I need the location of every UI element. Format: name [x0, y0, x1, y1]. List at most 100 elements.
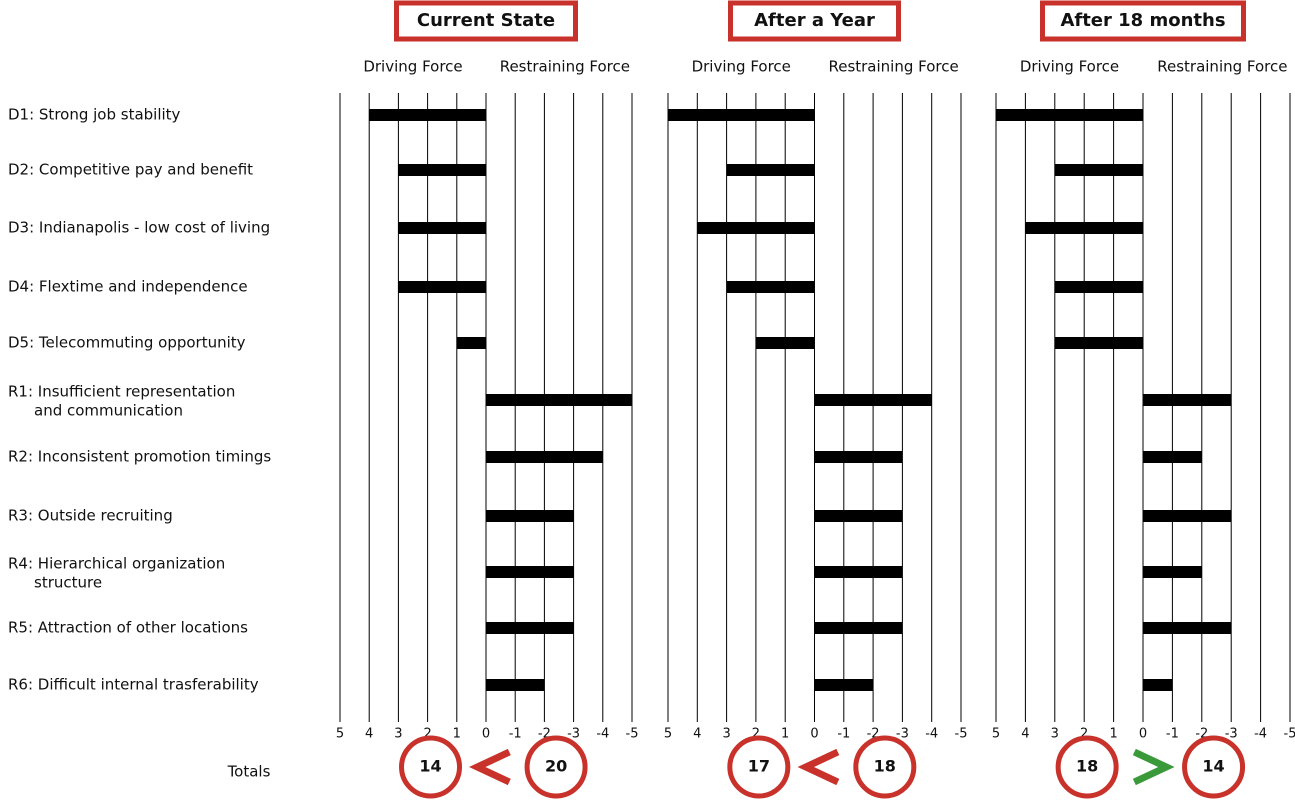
bar: [1143, 679, 1173, 691]
bar: [456, 337, 486, 349]
bar: [1143, 566, 1202, 578]
bar: [697, 222, 815, 234]
x-tick-label: -3: [567, 727, 580, 742]
x-tick-label: -5: [626, 727, 639, 742]
x-tick-label: -1: [509, 727, 522, 742]
total-value: 14: [419, 757, 441, 776]
x-tick-label: -5: [955, 727, 968, 742]
comparison-sign: [469, 748, 511, 786]
bar: [755, 337, 815, 349]
total-value: 18: [1076, 757, 1098, 776]
bar: [486, 451, 603, 463]
bar: [1143, 394, 1232, 406]
x-tick-label: -3: [1225, 727, 1238, 742]
title-box: [394, 0, 578, 42]
restraining-label: Restraining Force: [828, 58, 958, 76]
x-tick-label: 0: [1139, 727, 1147, 742]
x-tick-label: 5: [336, 727, 344, 742]
bar: [996, 109, 1143, 121]
driving-label: Driving Force: [692, 58, 791, 76]
bar: [1054, 164, 1143, 176]
category-label: R1: Insufficient representation: [8, 383, 235, 401]
category-label: D2: Competitive pay and benefit: [8, 161, 253, 179]
bar: [1143, 622, 1232, 634]
title-box: [1040, 0, 1246, 42]
bar: [486, 566, 574, 578]
panel-title: After a Year: [754, 10, 875, 31]
x-tick-label: 2: [752, 727, 760, 742]
x-tick-label: 1: [781, 727, 789, 742]
bar: [814, 394, 932, 406]
x-tick-label: -5: [1284, 727, 1295, 742]
bar: [486, 679, 545, 691]
x-tick-label: 4: [365, 727, 373, 742]
restraining-label: Restraining Force: [500, 58, 630, 76]
bar: [814, 451, 903, 463]
x-tick-label: -4: [596, 727, 609, 742]
panel-title: After 18 months: [1060, 10, 1225, 31]
category-label: D4: Flextime and independence: [8, 278, 248, 296]
bar: [369, 109, 486, 121]
comparison-sign: [797, 748, 840, 786]
bar: [726, 164, 815, 176]
bar: [1054, 337, 1143, 349]
x-tick-label: -3: [896, 727, 909, 742]
category-label: D3: Indianapolis - low cost of living: [8, 219, 270, 237]
category-label: R4: Hierarchical organization: [8, 555, 225, 573]
x-tick-label: 2: [423, 727, 431, 742]
total-circle: [524, 735, 588, 799]
category-label: R5: Attraction of other locations: [8, 619, 248, 637]
category-label: structure: [34, 574, 102, 592]
bar: [398, 222, 486, 234]
bar: [814, 679, 874, 691]
category-label: and communication: [34, 402, 183, 420]
bar: [1143, 451, 1202, 463]
bar: [486, 622, 574, 634]
driving-label: Driving Force: [363, 58, 462, 76]
x-tick-label: 3: [722, 727, 730, 742]
category-label: R6: Difficult internal trasferability: [8, 676, 259, 694]
x-tick-label: -1: [1166, 727, 1179, 742]
x-tick-label: -4: [1254, 727, 1267, 742]
category-label: D1: Strong job stability: [8, 106, 181, 124]
x-tick-label: 0: [810, 727, 818, 742]
x-tick-label: 3: [1051, 727, 1059, 742]
x-tick-label: -4: [925, 727, 938, 742]
x-tick-label: 1: [1109, 727, 1117, 742]
total-value: 18: [874, 757, 896, 776]
bar: [726, 281, 815, 293]
x-tick-label: 3: [394, 727, 402, 742]
total-value: 14: [1202, 757, 1224, 776]
bar: [1054, 281, 1143, 293]
total-value: 17: [748, 757, 770, 776]
x-tick-label: 5: [992, 727, 1000, 742]
total-circle: [727, 735, 791, 799]
category-label: D5: Telecommuting opportunity: [8, 334, 246, 352]
bar: [668, 109, 815, 121]
bar: [814, 510, 903, 522]
total-circle: [399, 735, 463, 799]
bar: [1025, 222, 1143, 234]
driving-label: Driving Force: [1020, 58, 1119, 76]
x-tick-label: -1: [837, 727, 850, 742]
total-circle: [853, 735, 917, 799]
bar: [398, 164, 486, 176]
total-value: 20: [545, 757, 567, 776]
restraining-label: Restraining Force: [1157, 58, 1287, 76]
total-circle: [1182, 735, 1246, 799]
totals-label: Totals: [227, 763, 271, 781]
bar: [486, 394, 632, 406]
x-tick-label: 1: [453, 727, 461, 742]
comparison-sign: [1132, 748, 1175, 786]
total-circle: [1055, 735, 1119, 799]
bar: [814, 566, 903, 578]
bar: [398, 281, 486, 293]
x-tick-label: 4: [1021, 727, 1029, 742]
category-label: R2: Inconsistent promotion timings: [8, 448, 271, 466]
x-tick-label: 2: [1080, 727, 1088, 742]
title-box: [728, 0, 901, 42]
x-tick-label: 0: [482, 727, 490, 742]
panel-title: Current State: [417, 10, 555, 31]
x-tick-label: 5: [664, 727, 672, 742]
